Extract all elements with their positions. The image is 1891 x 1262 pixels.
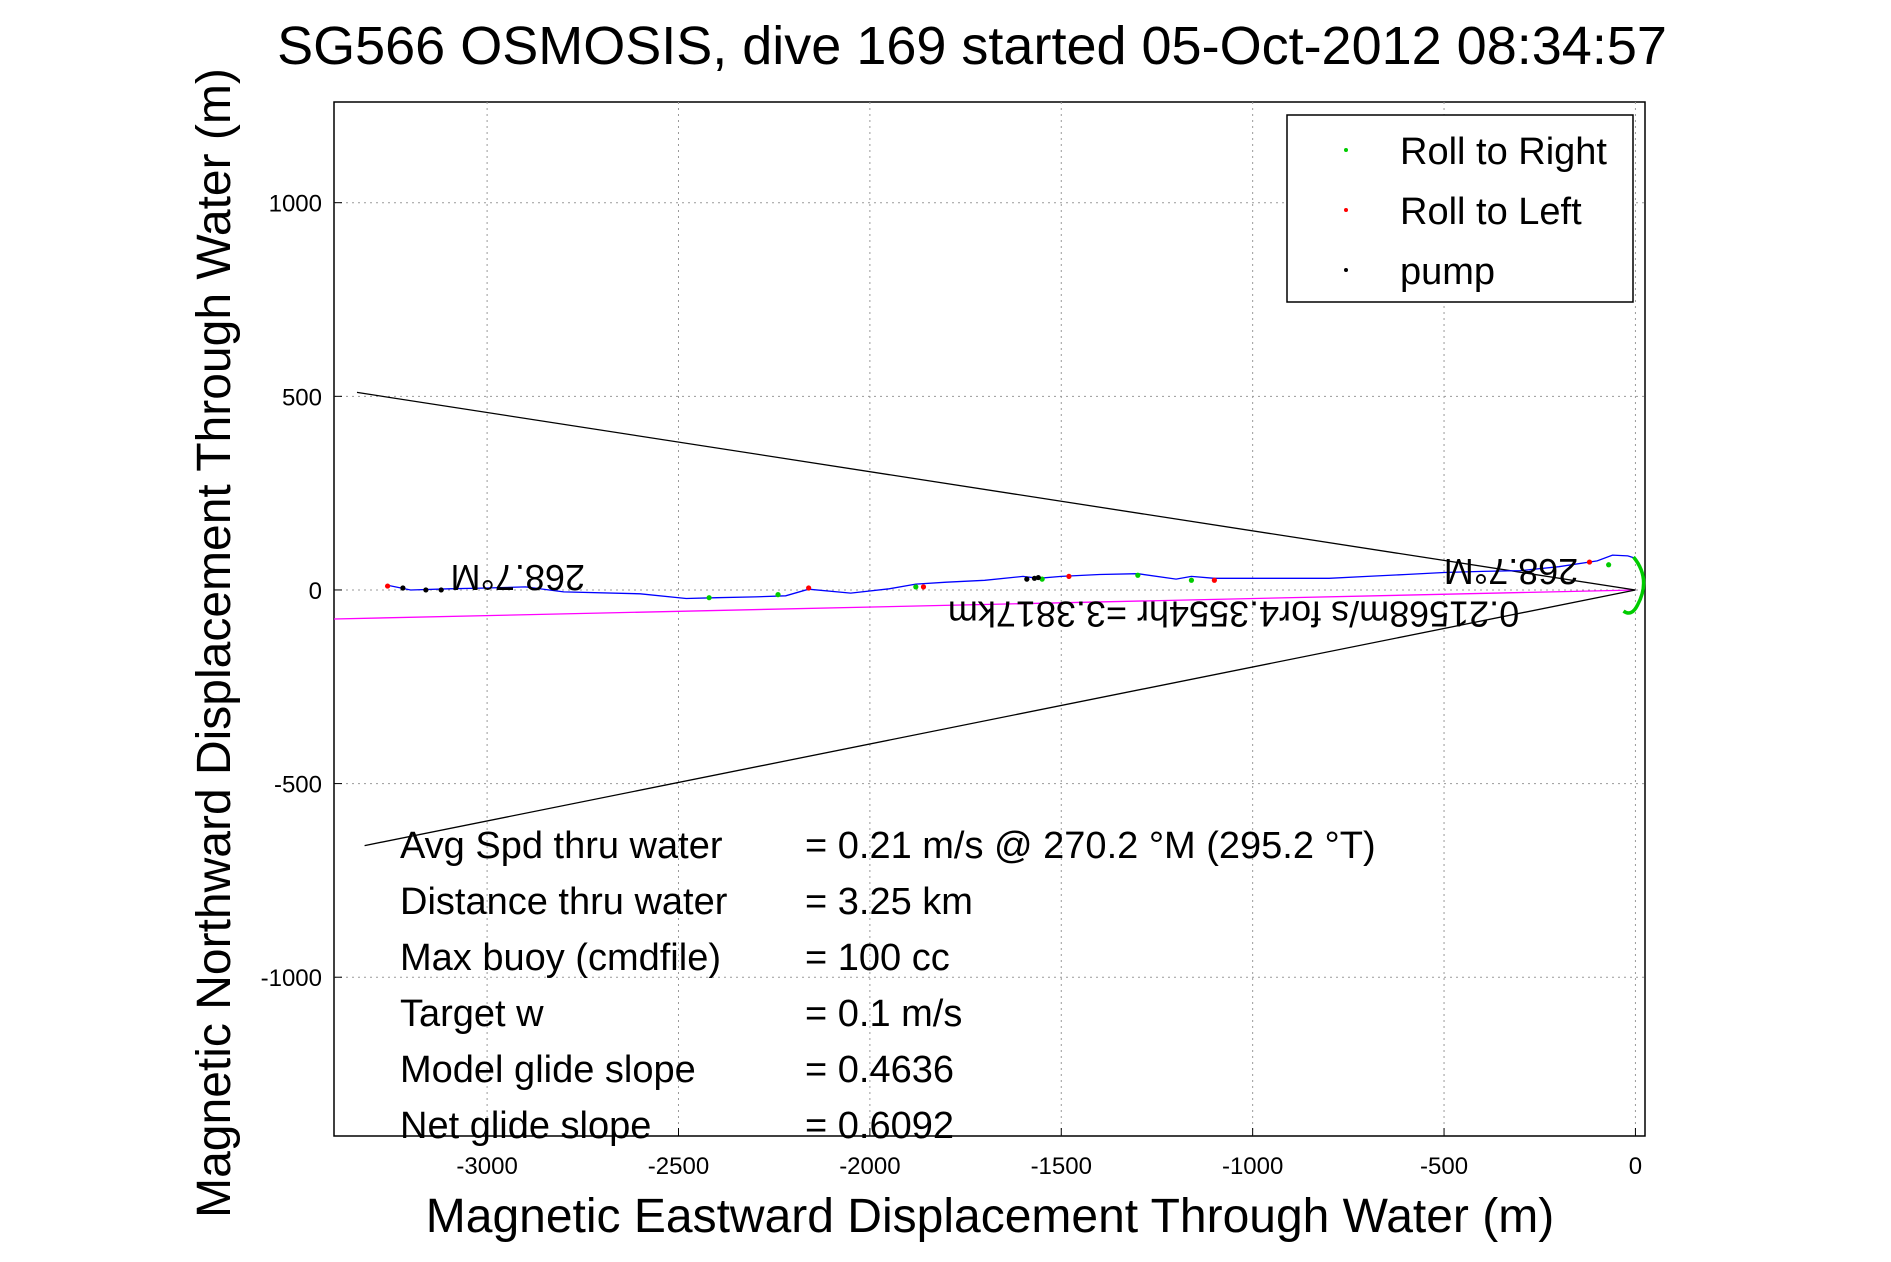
y-tick-label: 0 [309,578,322,605]
roll-to-left-marker [920,584,927,590]
stat-label: Model glide slope [400,1049,696,1091]
pump-marker [423,587,429,593]
roll-to-right-marker [706,595,712,601]
reference-lines [333,391,1636,847]
heading-annotation: 268.7°M [1444,551,1578,592]
chart-title: SG566 OSMOSIS, dive 169 started 05-Oct-2… [277,16,1667,76]
roll-to-right-marker [1606,562,1612,568]
roll-to-left-marker [384,583,391,589]
pump-marker [1024,576,1030,582]
y-axis-label: Magnetic Northward Displacement Through … [188,68,241,1218]
x-tick-label: -1000 [1222,1153,1283,1180]
stat-label: Net glide slope [400,1105,651,1147]
x-tick-label: -2000 [839,1153,900,1180]
pump-marker [400,585,406,591]
heading-annotation: 0.21568m/s for4.3554hr =3.3817km [948,594,1519,635]
y-tick-labels: -1000 -500 0 500 1000 [261,191,322,993]
stat-value: = 0.21 m/s @ 270.2 °M (295.2 °T) [805,825,1376,867]
roll-to-left-marker [1066,573,1072,580]
legend: Roll to Right Roll to Left pump [1286,114,1634,303]
grid [334,102,1645,1136]
legend-marker [1344,148,1348,152]
stat-value: = 100 cc [805,937,950,979]
y-tick-label: 500 [282,384,322,411]
legend-entry-label: pump [1400,251,1495,293]
y-tick-label: -1000 [261,965,322,992]
x-tick-label: -2500 [648,1153,709,1180]
stat-label: Distance thru water [400,881,728,923]
roll-to-left-marker [1586,559,1593,565]
stat-label: Avg Spd thru water [400,825,723,867]
legend-entry-label: Roll to Left [1400,191,1582,233]
roll-to-right-marker [1188,577,1195,583]
depth-averaged-current-line [333,589,1636,620]
x-tick-label: 0 [1629,1153,1642,1180]
stat-value: = 0.1 m/s [805,993,962,1035]
stat-label: Target w [400,993,544,1035]
legend-entry-label: Roll to Right [1400,131,1607,173]
roll-to-left-marker [1211,577,1217,583]
x-tick-label: -3000 [456,1153,517,1180]
x-tick-label: -1500 [1031,1153,1092,1180]
legend-marker [1344,268,1348,272]
stat-value: = 0.6092 [805,1105,954,1147]
x-tick-labels: -3000 -2500 -2000 -1500 -1000 -500 0 [456,1153,1642,1180]
track-line [387,554,1636,600]
track-layer [387,554,1636,600]
heading-annotation: 268.7°M [450,557,584,598]
roll-to-left-marker [806,585,812,591]
annotations: 268.7°M 268.7°M0.21568m/s for4.3554hr =3.… [450,551,1578,635]
y-tick-label: 1000 [269,191,322,218]
stat-value: = 0.4636 [805,1049,954,1091]
cone-lower-edge-line [364,589,1636,847]
x-tick-label: -500 [1420,1153,1468,1180]
pump-marker [438,587,444,593]
x-axis-label: Magnetic Eastward Displacement Through W… [426,1190,1554,1243]
roll-to-right-marker [1622,555,1646,615]
roll-to-right-marker [1135,572,1141,578]
roll-to-right-marker [775,592,781,598]
legend-marker [1344,208,1348,212]
stat-label: Max buoy (cmdfile) [400,937,721,979]
marker-layer [384,555,1646,615]
stats-panel: Avg Spd thru water = 0.21 m/s @ 270.2 °M … [400,825,1376,1147]
pump-marker [1031,575,1038,581]
stat-value: = 3.25 km [805,881,973,923]
y-tick-label: -500 [274,772,322,799]
roll-to-right-marker [913,584,919,590]
cone-upper-edge-line [356,391,1636,591]
